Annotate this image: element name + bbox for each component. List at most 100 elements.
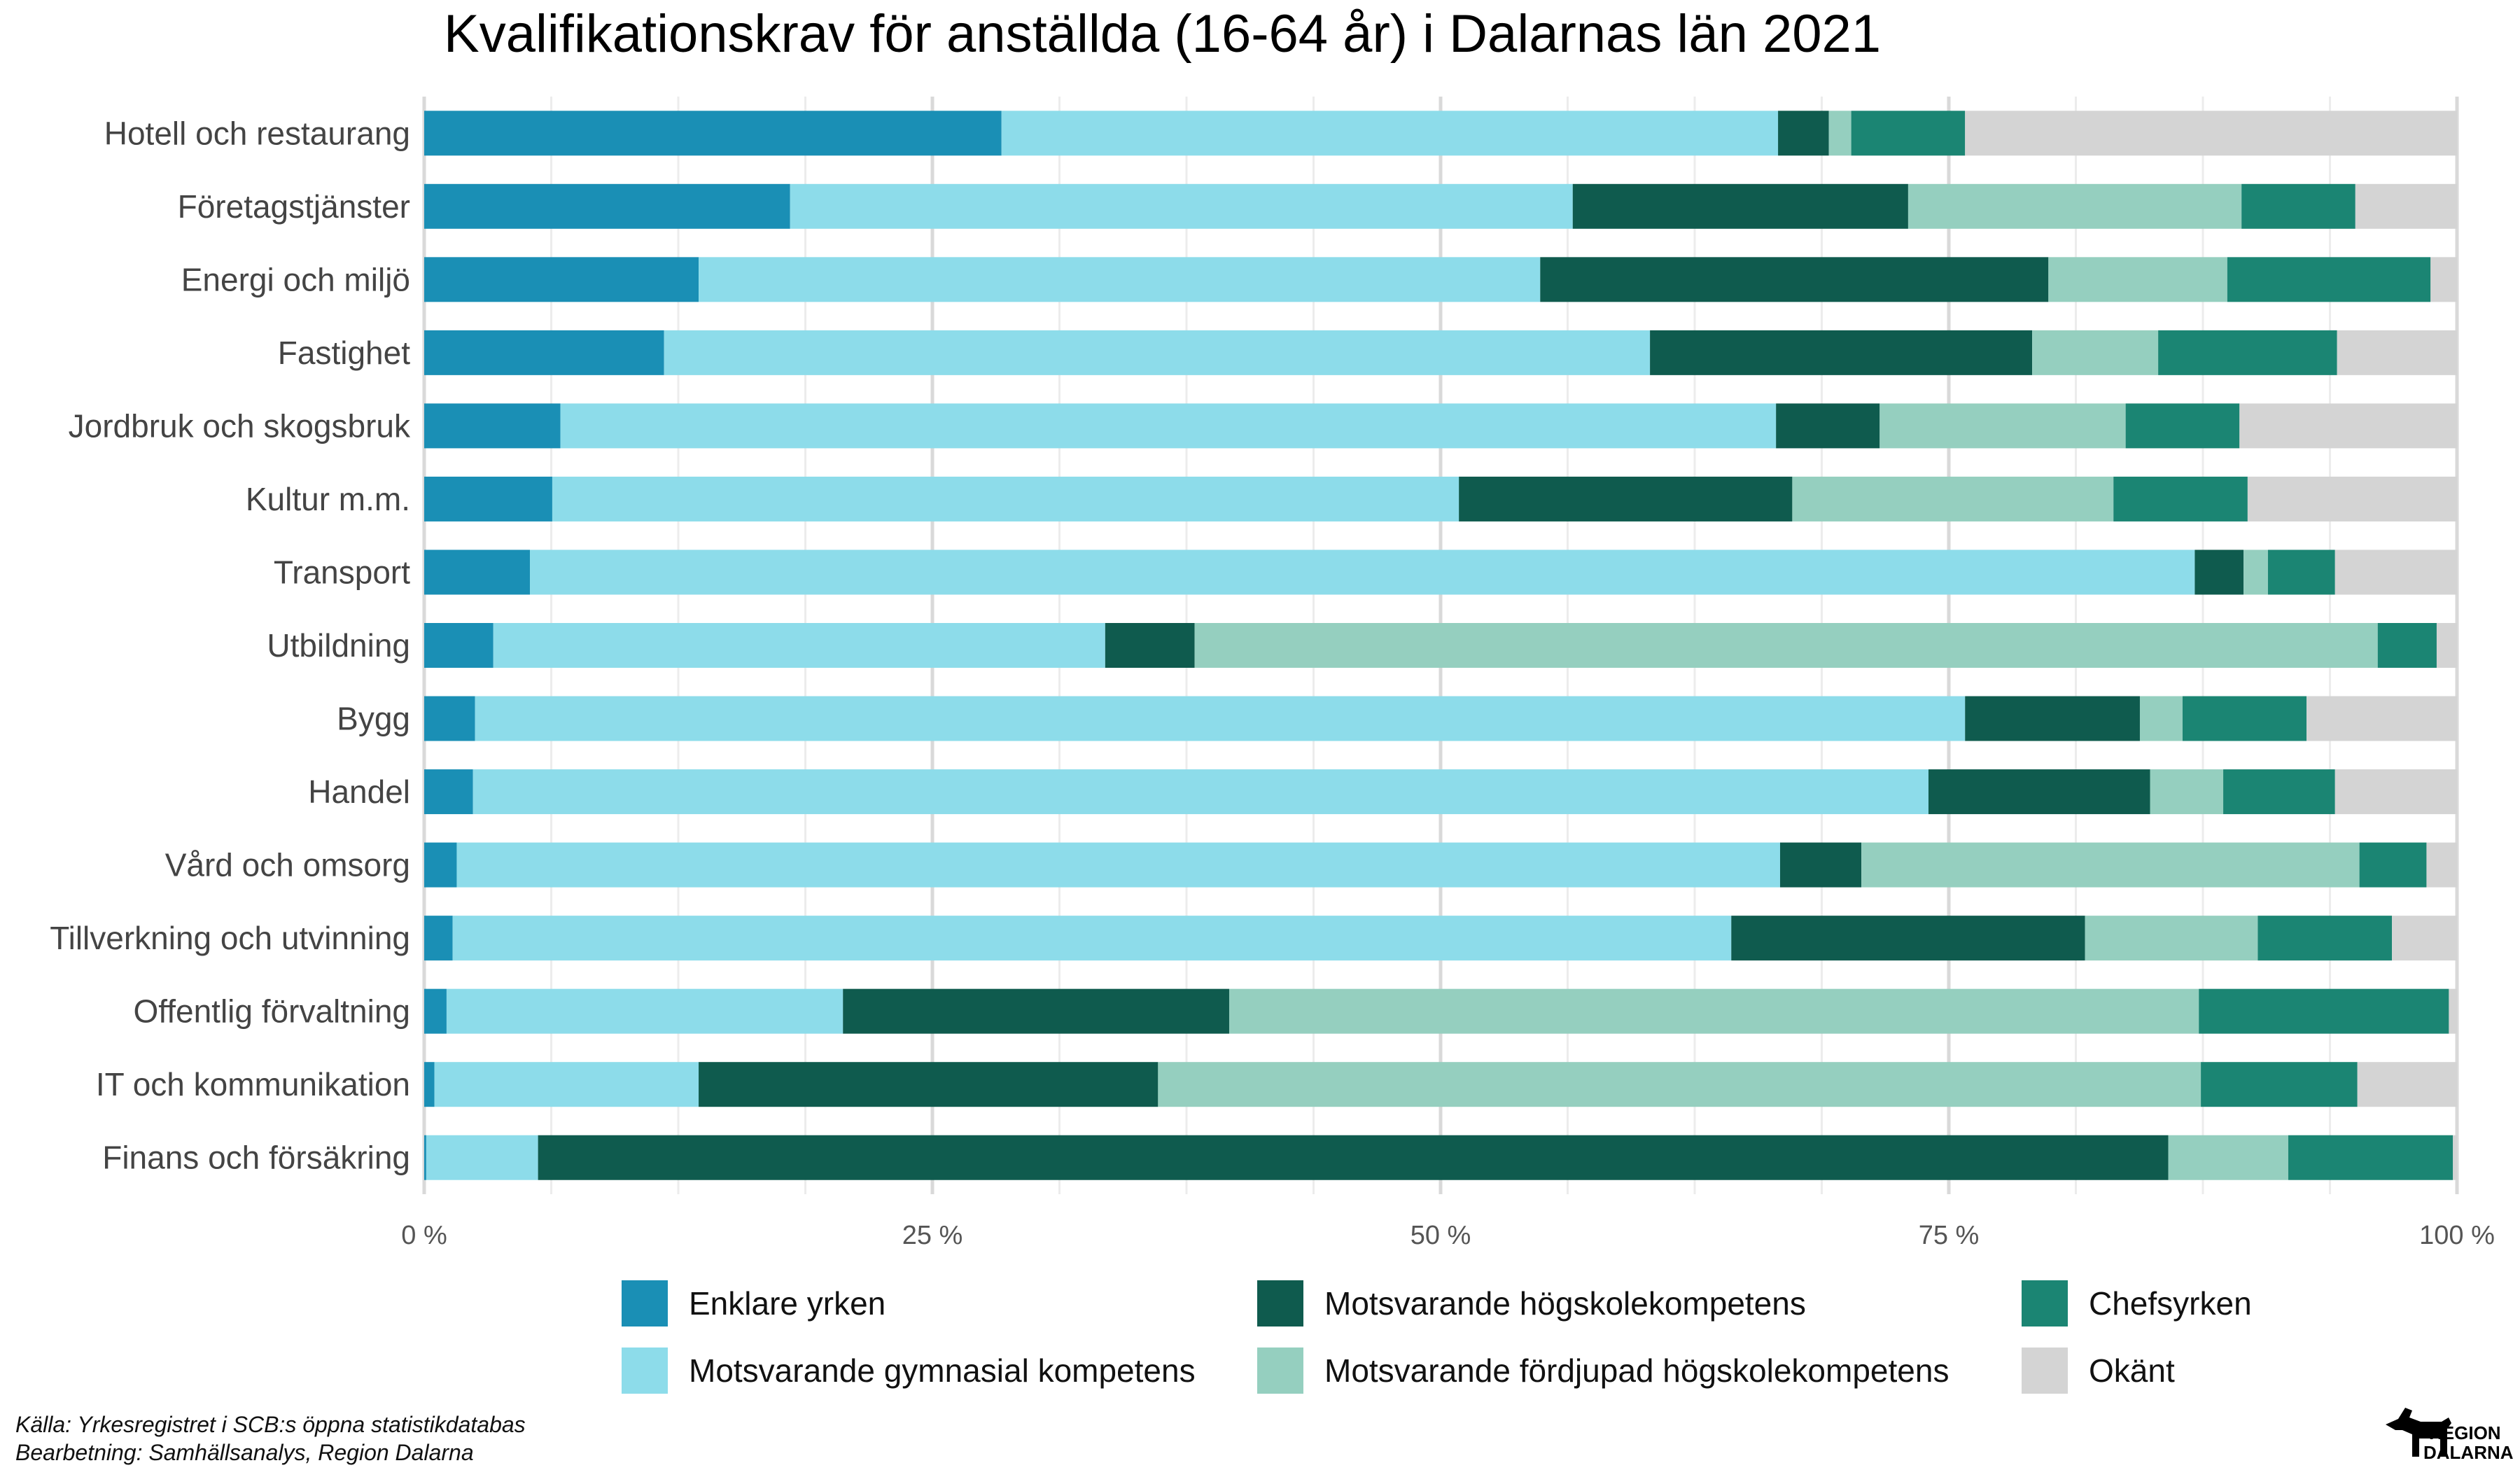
- bar-row: [424, 183, 2457, 229]
- bar-segment: [1792, 476, 2114, 522]
- bar-segment: [2337, 330, 2457, 375]
- bar-segment: [1158, 1062, 2202, 1107]
- legend-swatch: [1257, 1280, 1303, 1326]
- legend-item: Chefsyrken: [2022, 1280, 2252, 1326]
- bar-segment: [2258, 916, 2393, 961]
- bar-segment: [2244, 550, 2268, 595]
- bar-segment: [2113, 476, 2248, 522]
- category-label: Jordbruk och skogsbruk: [69, 407, 411, 444]
- bar-segment: [424, 550, 531, 595]
- bar-segment: [424, 257, 699, 302]
- bar-row: [424, 330, 2457, 375]
- bar-segment: [2426, 842, 2457, 888]
- bar-segment: [1776, 403, 1880, 449]
- category-label: Handel: [308, 774, 410, 810]
- bar-segment: [424, 403, 561, 449]
- bar-segment: [2168, 1135, 2288, 1180]
- bar-segment: [2182, 696, 2307, 741]
- category-label: Kultur m.m.: [246, 481, 410, 517]
- legend-label: Motsvarande högskolekompetens: [1324, 1285, 1806, 1322]
- bar-segment: [2199, 988, 2449, 1034]
- bar-segment: [2288, 1135, 2454, 1180]
- bar-segment: [446, 988, 844, 1034]
- bar-segment: [1650, 330, 2033, 375]
- bar-segment: [2125, 403, 2240, 449]
- legend-swatch: [2022, 1348, 2068, 1394]
- logo-line-1: REGION: [2429, 1422, 2501, 1443]
- bar-row: [424, 988, 2457, 1034]
- bar-segment: [1540, 257, 2049, 302]
- bar-segment: [2453, 1135, 2457, 1180]
- bar-segment: [2227, 257, 2431, 302]
- bar-segment: [424, 1135, 426, 1180]
- x-tick-label: 25 %: [902, 1221, 963, 1250]
- bar-segment: [1228, 988, 2199, 1034]
- bar-segment: [2194, 550, 2244, 595]
- bar-segment: [2306, 696, 2457, 741]
- bar-segment: [424, 842, 457, 888]
- category-label: IT och kommunikation: [96, 1066, 410, 1102]
- category-label: Bygg: [337, 701, 410, 737]
- category-label: Fastighet: [278, 335, 410, 371]
- bar-segment: [424, 696, 475, 741]
- bar-segment: [424, 1062, 435, 1107]
- bar-segment: [2201, 1062, 2358, 1107]
- bar-segment: [1879, 403, 2126, 449]
- category-label: Tillverkning och utvinning: [50, 920, 410, 956]
- bar-segment: [472, 769, 1928, 815]
- legend-swatch: [622, 1280, 668, 1326]
- bar-segment: [1965, 111, 2457, 156]
- bar-row: [424, 623, 2457, 668]
- legend-item: Motsvarande gymnasial kompetens: [622, 1348, 1196, 1394]
- bar-segment: [552, 476, 1460, 522]
- bar-segment: [1907, 183, 2242, 229]
- category-label: Vård och omsorg: [165, 847, 410, 883]
- bar-row: [424, 916, 2457, 961]
- bar-segment: [2334, 769, 2457, 815]
- category-label: Företagstjänster: [178, 188, 410, 225]
- bar-segment: [424, 988, 447, 1034]
- bar-row: [424, 1062, 2457, 1107]
- bar-segment: [2357, 1062, 2457, 1107]
- logo-line-2: DALARNA: [2423, 1442, 2514, 1463]
- source-line-1: Källa: Yrkesregistret i SCB:s öppna stat…: [15, 1412, 526, 1437]
- bar-segment: [2267, 550, 2335, 595]
- bar-segment: [2239, 403, 2457, 449]
- x-tick-label: 100 %: [2419, 1221, 2495, 1250]
- bar-segment: [843, 988, 1229, 1034]
- bar-segment: [2223, 769, 2335, 815]
- bar-segment: [424, 476, 552, 522]
- bar-segment: [1105, 623, 1195, 668]
- x-tick-label: 0 %: [401, 1221, 447, 1250]
- bar-row: [424, 550, 2457, 595]
- bar-segment: [2392, 916, 2457, 961]
- bar-segment: [434, 1062, 699, 1107]
- bar-segment: [424, 769, 473, 815]
- bar-segment: [1459, 476, 1793, 522]
- category-label: Offentlig förvaltning: [134, 993, 411, 1030]
- legend-label: Enklare yrken: [689, 1285, 886, 1322]
- legend-label: Okänt: [2089, 1352, 2175, 1389]
- bar-segment: [2085, 916, 2258, 961]
- bar-segment: [2377, 623, 2437, 668]
- bar-row: [424, 111, 2457, 156]
- bar-row: [424, 257, 2457, 302]
- bar-row: [424, 842, 2457, 888]
- bar-segment: [452, 916, 1732, 961]
- bar-segment: [1851, 111, 1966, 156]
- legend-swatch: [622, 1348, 668, 1394]
- bar-segment: [699, 257, 1541, 302]
- legend-item: Enklare yrken: [622, 1280, 886, 1326]
- bar-row: [424, 476, 2457, 522]
- bar-segment: [1861, 842, 2360, 888]
- bar-segment: [2150, 769, 2224, 815]
- bar-segment: [1194, 623, 2378, 668]
- bar-segment: [475, 696, 1966, 741]
- bar-segment: [530, 550, 2195, 595]
- bar-row: [424, 769, 2457, 815]
- category-label: Hotell och restaurang: [104, 115, 410, 151]
- bar-segment: [1731, 916, 2085, 961]
- x-axis-tick-labels: 0 % 25 % 50 % 75 % 100 %: [401, 1221, 2495, 1250]
- chart-title: Kvalifikationskrav för anställda (16-64 …: [444, 4, 1881, 64]
- bar-segment: [493, 623, 1105, 668]
